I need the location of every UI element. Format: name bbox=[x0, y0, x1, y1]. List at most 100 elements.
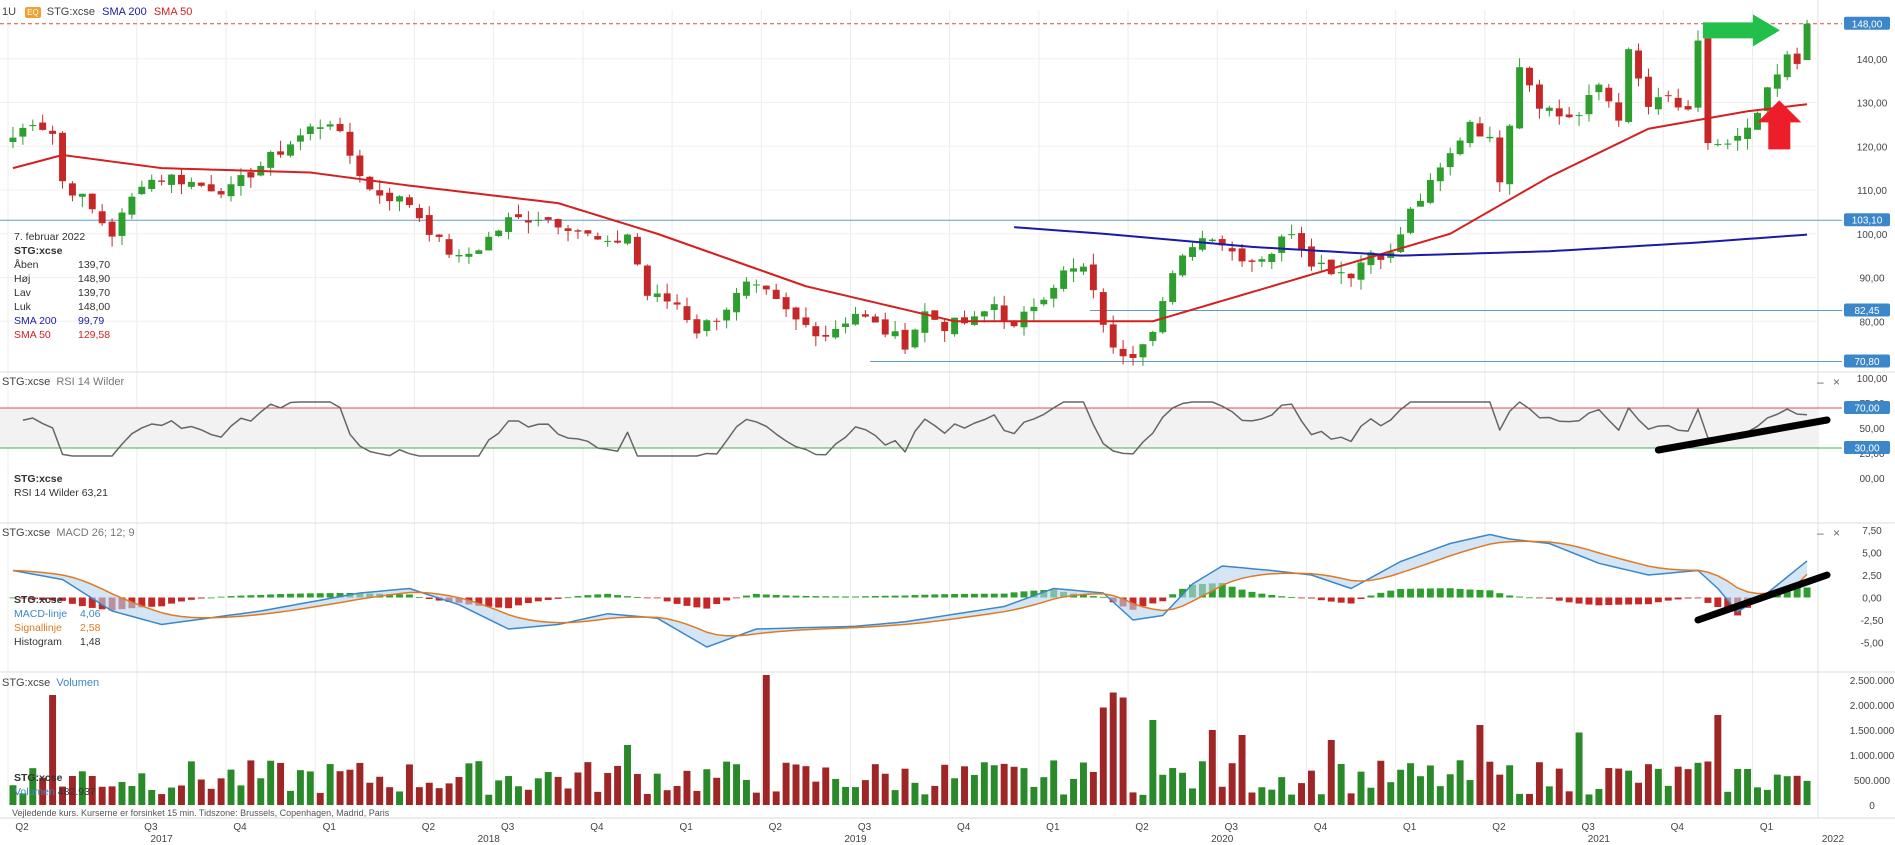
volume-bar-111 bbox=[1109, 692, 1117, 805]
candle-body-154 bbox=[1535, 84, 1543, 109]
volume-bar-132 bbox=[1317, 794, 1325, 805]
rsi-band bbox=[0, 408, 1818, 448]
volume-bar-97 bbox=[970, 774, 978, 805]
volume-bar-10 bbox=[108, 786, 116, 805]
sma200-label: SMA 200 bbox=[102, 6, 147, 18]
macd-histogram-bar-129 bbox=[1288, 597, 1296, 598]
x-quarter-label-13: Q3 bbox=[1225, 822, 1239, 833]
info-symbol: STG:xcse bbox=[14, 245, 63, 257]
candle-body-124 bbox=[1238, 248, 1246, 262]
macd-histogram-bar-72 bbox=[723, 597, 731, 601]
macd-histogram-bar-169 bbox=[1684, 597, 1692, 599]
x-quarter-label-3: Q1 bbox=[323, 822, 337, 833]
volume-bar-126 bbox=[1258, 787, 1266, 805]
sma50-line bbox=[12, 103, 1808, 323]
volume-bar-164 bbox=[1635, 782, 1643, 805]
candle-body-152 bbox=[1516, 67, 1524, 129]
rsi-tick-label-4: 00,00 bbox=[1859, 474, 1884, 485]
candle-body-5 bbox=[59, 132, 66, 182]
macd-histogram-bar-98 bbox=[980, 593, 988, 598]
volume-bar-169 bbox=[1684, 769, 1692, 805]
volume-bar-146 bbox=[1456, 760, 1464, 805]
volume-bar-43 bbox=[435, 788, 443, 805]
candle-body-31 bbox=[316, 127, 324, 129]
macd-histogram-bar-0 bbox=[9, 597, 17, 599]
rsi-legend-symbol: STG:xcse bbox=[14, 473, 63, 485]
candle-body-171 bbox=[1704, 38, 1712, 143]
vol-legend-value: 482.937 bbox=[57, 786, 96, 798]
macd-histogram-bar-62 bbox=[624, 596, 631, 598]
candle-body-164 bbox=[1635, 50, 1643, 79]
macd-histogram-bar-79 bbox=[792, 595, 800, 598]
candle-body-90 bbox=[901, 329, 909, 350]
volume-bar-9 bbox=[98, 786, 106, 805]
volume-bar-108 bbox=[1079, 762, 1087, 805]
candle-body-168 bbox=[1674, 97, 1682, 108]
candle-body-122 bbox=[1218, 239, 1226, 246]
macd-histogram-bar-16 bbox=[168, 597, 176, 604]
candle-body-38 bbox=[386, 192, 394, 202]
candle-body-24 bbox=[247, 172, 255, 178]
candle-body-169 bbox=[1684, 106, 1692, 110]
macd-histogram-bar-109 bbox=[1089, 596, 1097, 598]
volume-tick-label-3: 1.000.000 bbox=[1850, 751, 1895, 762]
candle-body-178 bbox=[1773, 74, 1781, 89]
volume-bar-101 bbox=[1010, 766, 1018, 805]
info-sma50-key: SMA 50 bbox=[14, 329, 51, 341]
rsi-header-symbol: STG:xcse bbox=[2, 376, 51, 388]
volume-bar-160 bbox=[1595, 789, 1603, 805]
volume-bar-21 bbox=[217, 778, 225, 805]
candle-body-41 bbox=[415, 208, 423, 219]
candle-body-149 bbox=[1486, 136, 1494, 139]
candle-body-102 bbox=[1020, 311, 1028, 328]
volume-bar-29 bbox=[296, 770, 304, 805]
info-high-key: Høj bbox=[14, 273, 31, 285]
candle-body-13 bbox=[138, 186, 146, 195]
info-low-key: Lav bbox=[14, 287, 31, 299]
candle-body-2 bbox=[29, 125, 37, 127]
green-arrow-annotation bbox=[1702, 14, 1780, 47]
volume-bar-148 bbox=[1476, 725, 1484, 805]
candle-body-92 bbox=[921, 311, 929, 333]
macd-histogram-bar-77 bbox=[772, 595, 780, 598]
price-level-label-3: 70,80 bbox=[1854, 357, 1879, 368]
volume-tick-label-0: 2.500.000 bbox=[1850, 676, 1895, 687]
candle-body-61 bbox=[614, 240, 622, 243]
macd-histogram-bar-166 bbox=[1654, 597, 1662, 603]
macd-minimize-button[interactable]: – bbox=[1817, 526, 1824, 540]
volume-bar-117 bbox=[1169, 768, 1177, 805]
candle-body-65 bbox=[653, 293, 661, 298]
macd-histogram-bar-101 bbox=[1010, 592, 1018, 598]
macd-histogram-bar-24 bbox=[247, 595, 255, 598]
candle-body-161 bbox=[1605, 87, 1613, 102]
macd-histogram-bar-64 bbox=[643, 597, 651, 599]
macd-histogram-bar-14 bbox=[148, 597, 156, 607]
macd-histogram-bar-102 bbox=[1020, 591, 1028, 598]
rsi-line bbox=[22, 401, 1808, 457]
macd-histogram-bar-71 bbox=[713, 597, 721, 605]
rsi-level-label-1: 30,00 bbox=[1854, 444, 1879, 455]
macd-histogram-bar-117 bbox=[1169, 594, 1177, 598]
candle-body-146 bbox=[1456, 140, 1464, 155]
volume-bar-48 bbox=[485, 794, 493, 805]
candle-body-98 bbox=[980, 311, 988, 317]
macd-histogram-bar-39 bbox=[396, 594, 403, 598]
macd-histogram-bar-143 bbox=[1426, 588, 1434, 598]
volume-bar-25 bbox=[257, 778, 265, 805]
volume-bar-112 bbox=[1119, 697, 1127, 805]
macd-close-button[interactable]: × bbox=[1833, 526, 1841, 540]
macd-histogram-bar-89 bbox=[891, 595, 899, 598]
volume-bar-134 bbox=[1337, 763, 1345, 805]
macd-histogram-bar-100 bbox=[1000, 593, 1008, 598]
volume-bar-73 bbox=[733, 764, 741, 805]
rsi-header-indicator: RSI 14 Wilder bbox=[56, 376, 125, 388]
macd-histogram-bar-38 bbox=[386, 594, 394, 598]
rsi-close-button[interactable]: × bbox=[1833, 375, 1841, 389]
rsi-minimize-button[interactable]: – bbox=[1817, 375, 1824, 389]
volume-bar-91 bbox=[911, 782, 919, 805]
price-level-tag-2 bbox=[1844, 303, 1890, 317]
macd-histogram-bar-53 bbox=[534, 597, 542, 602]
info-low-value: 139,70 bbox=[78, 287, 111, 299]
candle-body-109 bbox=[1089, 264, 1097, 291]
